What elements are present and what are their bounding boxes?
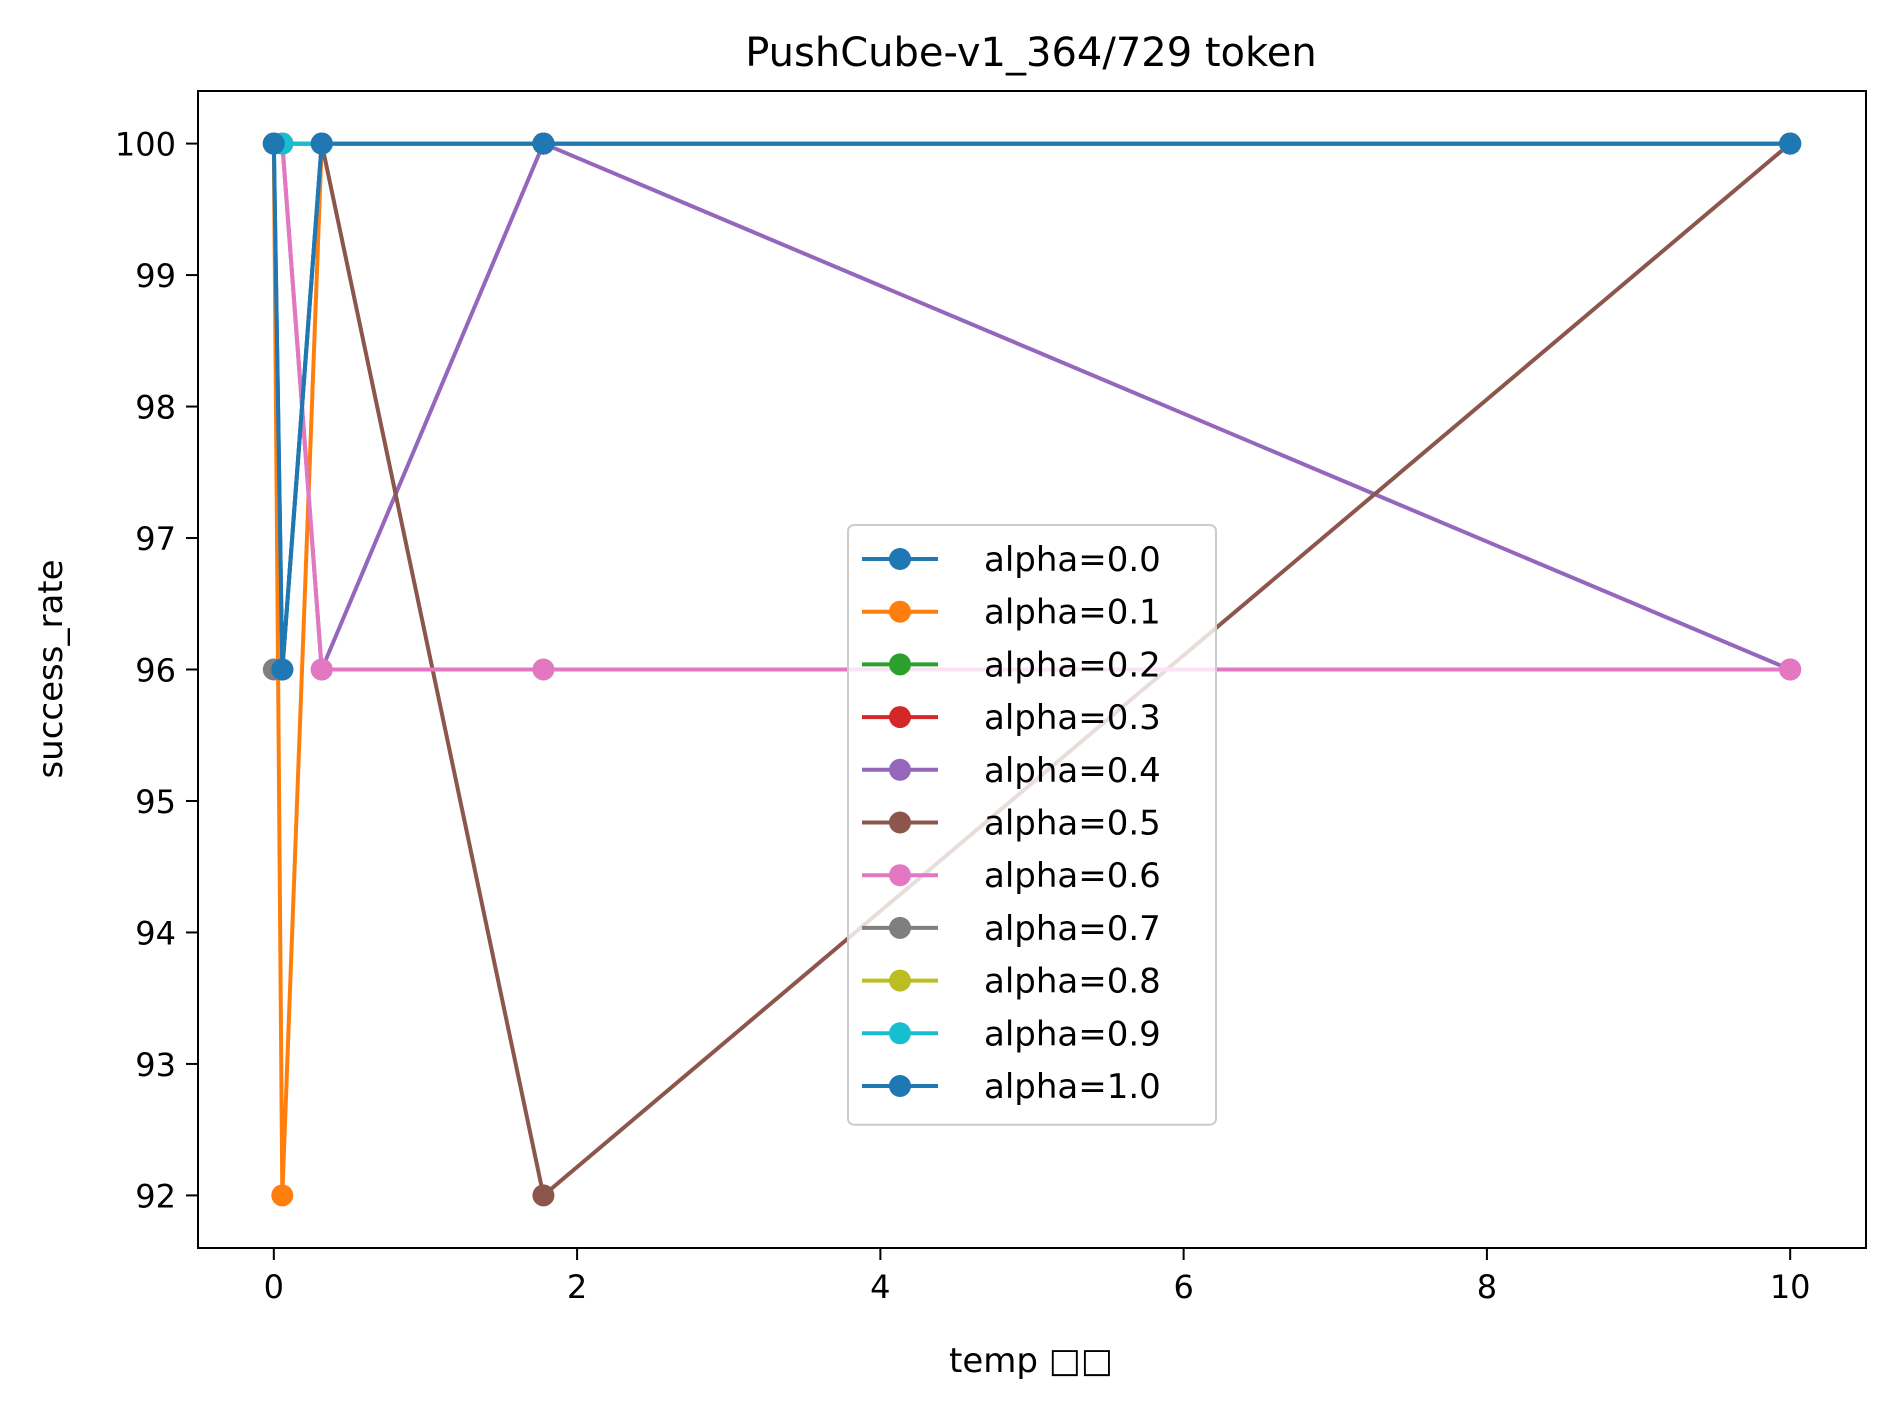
- y-tick-label: 95: [135, 783, 176, 821]
- data-point: [271, 658, 294, 681]
- data-point: [1779, 658, 1802, 681]
- x-tick-label: 0: [264, 1268, 284, 1306]
- legend-swatch-marker: [889, 811, 911, 834]
- legend-swatch-marker: [889, 758, 911, 781]
- y-tick-label: 97: [135, 520, 176, 558]
- data-point: [532, 132, 555, 155]
- legend-item: alpha=0.0: [862, 540, 1161, 580]
- y-tick-label: 100: [115, 126, 176, 164]
- data-point: [310, 658, 333, 681]
- legend-label: alpha=1.0: [984, 1067, 1161, 1107]
- legend: alpha=0.0 alpha=0.1 alpha=0.2 alpha=0.3 alph…: [847, 524, 1217, 1126]
- legend-label: alpha=0.0: [984, 540, 1161, 580]
- data-point: [310, 132, 333, 155]
- legend-item: alpha=0.1: [862, 593, 1161, 633]
- legend-label: alpha=0.3: [984, 698, 1161, 738]
- data-point: [271, 1184, 294, 1207]
- x-tick-label: 10: [1770, 1268, 1811, 1306]
- legend-item: alpha=0.2: [862, 645, 1161, 685]
- legend-label: alpha=0.5: [984, 804, 1161, 844]
- legend-swatch-marker: [889, 1022, 911, 1045]
- legend-item: alpha=0.9: [862, 1014, 1161, 1054]
- x-axis: 0 2 4 6 8 10: [264, 1248, 1811, 1306]
- y-tick-label: 96: [135, 652, 176, 690]
- legend-swatch-marker: [889, 864, 911, 887]
- legend-item: alpha=0.4: [862, 751, 1161, 791]
- legend-swatch-marker: [889, 548, 911, 570]
- chart-title: PushCube-v1_364/729 token: [745, 30, 1316, 76]
- legend-swatch-marker: [889, 600, 911, 623]
- data-point: [532, 658, 555, 681]
- y-tick-label: 92: [135, 1177, 176, 1215]
- y-tick-label: 99: [135, 257, 176, 295]
- data-point: [262, 132, 285, 155]
- y-tick-label: 93: [135, 1046, 176, 1084]
- legend-swatch-marker: [889, 653, 911, 676]
- legend-label: alpha=0.1: [984, 593, 1161, 633]
- y-axis: 92 93 94 95 96 97 98 99 100: [115, 126, 198, 1215]
- legend-item: alpha=1.0: [862, 1067, 1161, 1107]
- legend-swatch-marker: [889, 706, 911, 729]
- legend-label: alpha=0.2: [984, 645, 1161, 685]
- x-tick-label: 6: [1173, 1268, 1193, 1306]
- x-axis-label: temp □□: [949, 1341, 1113, 1381]
- legend-label: alpha=0.8: [984, 962, 1161, 1002]
- y-axis-label: success_rate: [31, 559, 71, 778]
- legend-box: [847, 524, 1217, 1126]
- data-point: [1779, 132, 1802, 155]
- series-alpha-1-0: [262, 132, 1802, 681]
- x-tick-label: 8: [1477, 1268, 1497, 1306]
- data-point: [532, 1184, 555, 1207]
- x-tick-label: 2: [567, 1268, 587, 1306]
- legend-swatch-marker: [889, 969, 911, 992]
- legend-item: alpha=0.3: [862, 698, 1161, 738]
- legend-swatch-marker: [889, 1075, 911, 1097]
- legend-item: alpha=0.6: [862, 856, 1161, 896]
- legend-swatch-marker: [889, 916, 911, 939]
- y-tick-label: 98: [135, 389, 176, 427]
- legend-label: alpha=0.6: [984, 856, 1161, 896]
- y-tick-label: 94: [135, 914, 176, 952]
- legend-label: alpha=0.4: [984, 751, 1161, 791]
- legend-item: alpha=0.7: [862, 909, 1161, 949]
- legend-item: alpha=0.8: [862, 962, 1161, 1002]
- legend-item: alpha=0.5: [862, 804, 1161, 844]
- legend-label: alpha=0.9: [984, 1014, 1161, 1054]
- x-tick-label: 4: [870, 1268, 890, 1306]
- legend-label: alpha=0.7: [984, 909, 1161, 949]
